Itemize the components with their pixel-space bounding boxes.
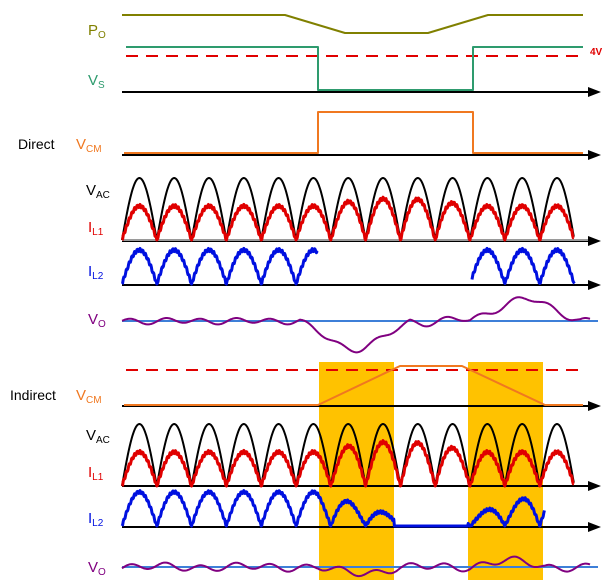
label-il1-direct: IL1: [88, 219, 104, 239]
vac-direct-axis-arrowhead: [588, 236, 601, 246]
label-po: PO: [88, 22, 106, 42]
vs-axis-arrowhead: [588, 87, 601, 97]
il1-indirect-trace: [120, 439, 575, 488]
threshold-annotation: 4V: [590, 47, 603, 58]
il2-direct-trace-b: [470, 246, 576, 285]
vo-indirect-trace: [121, 555, 591, 578]
vo-direct-trace: [121, 296, 591, 354]
label-vac-direct: VAC: [86, 182, 110, 202]
il2-indirect-axis-arrowhead: [588, 522, 601, 532]
transition-highlight-2: [468, 362, 543, 580]
vs-trace: [126, 46, 583, 91]
vcm-direct-axis-arrowhead: [588, 150, 601, 160]
label-vcm-direct: VCM: [76, 136, 102, 156]
il2-direct-trace-a: [120, 246, 319, 286]
vac-indirect-axis-arrowhead: [588, 481, 601, 491]
transition-highlight-1: [319, 362, 394, 580]
label-vs: VS: [88, 72, 105, 92]
label-vo-indirect: VO: [88, 559, 106, 579]
label-il2-direct: IL2: [88, 263, 104, 283]
section-direct-label: Direct: [18, 136, 55, 152]
vac-direct-trace: [121, 177, 575, 241]
section-indirect-label: Indirect: [10, 387, 56, 403]
vcm-direct-trace: [124, 111, 583, 154]
vcm-indirect-axis-arrowhead: [588, 401, 601, 411]
vcm-indirect-trace: [124, 365, 583, 406]
il2-direct-axis-arrowhead: [588, 280, 601, 290]
label-vcm-indirect: VCM: [76, 387, 102, 407]
po-trace: [122, 14, 583, 34]
label-il2-indirect: IL2: [88, 510, 104, 530]
label-vo-direct: VO: [88, 311, 106, 331]
label-il1-indirect: IL1: [88, 464, 104, 484]
vac-indirect-trace: [121, 423, 575, 487]
il1-direct-trace: [120, 195, 575, 242]
label-vac-indirect: VAC: [86, 427, 110, 447]
il2-indirect-trace: [120, 489, 546, 528]
